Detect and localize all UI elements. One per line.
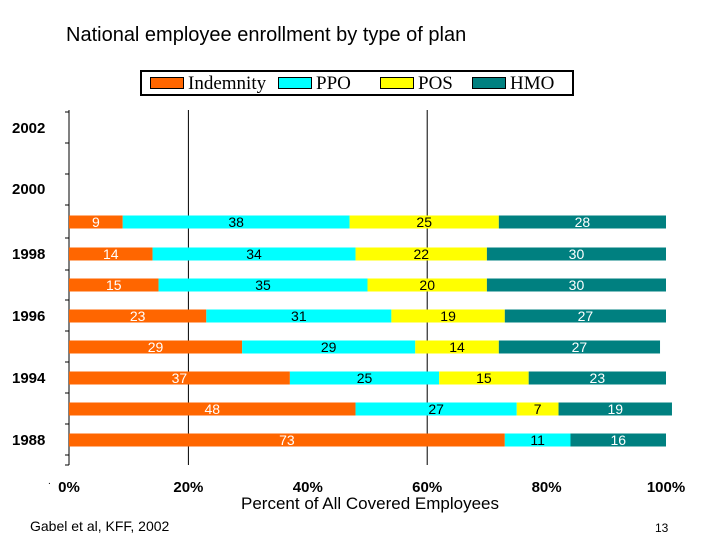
legend-label-ppo: PPO: [316, 73, 351, 94]
chart-title: National employee enrollment by type of …: [66, 24, 467, 46]
bar-hmo-1988: [570, 433, 666, 447]
data-label: 15: [476, 370, 492, 386]
data-label: 38: [228, 214, 244, 230]
data-label: 35: [255, 277, 271, 293]
bar-hmo-1993: [558, 402, 672, 416]
x-tick-label: 40%: [293, 479, 323, 496]
data-label: 27: [572, 339, 588, 355]
data-label: 23: [130, 308, 146, 324]
data-label: 30: [569, 246, 585, 262]
data-label: 9: [92, 214, 100, 230]
legend-swatch-indemnity: [150, 77, 184, 89]
bar-hmo-1999: [498, 215, 666, 229]
legend-label-pos: POS: [418, 73, 453, 94]
bar-hmo-1996: [504, 309, 666, 323]
legend-swatch-ppo: [278, 77, 312, 89]
data-label: 27: [578, 308, 594, 324]
bar-hmo-1994: [528, 371, 666, 385]
bar-indemnity-1998: [69, 247, 153, 261]
bar-pos-1995: [415, 340, 499, 354]
data-label: 34: [246, 246, 262, 262]
data-label: 14: [449, 339, 465, 355]
bar-ppo-1997: [158, 278, 368, 292]
bar-pos-1994: [439, 371, 529, 385]
data-label: 11: [530, 432, 545, 448]
data-label: 25: [416, 214, 432, 230]
bar-pos-1999: [349, 215, 499, 229]
data-label: 15: [106, 277, 122, 293]
bar-ppo-1995: [242, 340, 416, 354]
bar-pos-1998: [355, 247, 487, 261]
data-label: 27: [428, 401, 444, 417]
x-tick-label: 60%: [412, 479, 442, 496]
bar-pos-1993: [516, 402, 559, 416]
data-label: 19: [607, 401, 623, 417]
y-tick-label: 2002: [12, 120, 45, 137]
y-tick-label: 1998: [12, 246, 45, 263]
bar-hmo-1995: [498, 340, 661, 354]
data-label: 19: [440, 308, 456, 324]
data-label: 20: [419, 277, 435, 293]
bar-hmo-1998: [486, 247, 666, 261]
data-label: 14: [103, 246, 119, 262]
bar-ppo-1996: [206, 309, 392, 323]
x-tick-label: 80%: [532, 479, 562, 496]
bar-indemnity-1995: [69, 340, 243, 354]
data-label: 16: [610, 432, 626, 448]
axis-origin-mark: .: [48, 476, 51, 487]
bar-pos-1996: [391, 309, 505, 323]
bar-indemnity-1997: [69, 278, 159, 292]
data-label: 31: [291, 308, 307, 324]
data-label: 30: [569, 277, 585, 293]
data-label: 23: [590, 370, 606, 386]
bar-hmo-1997: [486, 278, 666, 292]
x-tick-label: 100%: [647, 479, 685, 496]
legend-label-indemnity: Indemnity: [188, 73, 267, 94]
bar-indemnity-1994: [69, 371, 290, 385]
source-citation: Gabel et al, KFF, 2002: [30, 518, 170, 534]
data-label: 22: [413, 246, 429, 262]
data-label: 29: [148, 339, 164, 355]
bar-ppo-1988: [504, 433, 571, 447]
bar-indemnity-1988: [69, 433, 505, 447]
chart-legend: Indemnity PPO POS HMO: [140, 70, 574, 96]
data-label: 37: [172, 370, 188, 386]
bar-ppo-1994: [289, 371, 440, 385]
bar-ppo-1998: [152, 247, 356, 261]
data-label: 7: [534, 401, 542, 417]
data-label: 29: [321, 339, 337, 355]
bar-indemnity-1996: [69, 309, 207, 323]
page-number: 13: [655, 521, 669, 535]
bar-ppo-1999: [122, 215, 350, 229]
legend-swatch-pos: [380, 77, 414, 89]
bar-indemnity-1999: [69, 215, 123, 229]
bar-pos-1997: [367, 278, 487, 292]
data-label: 28: [575, 214, 591, 230]
x-tick-label: 20%: [173, 479, 203, 496]
y-tick-label: 1996: [12, 308, 45, 325]
legend-swatch-hmo: [472, 77, 506, 89]
x-tick-label: 0%: [58, 479, 80, 496]
bar-indemnity-1993: [69, 402, 356, 416]
y-tick-label: 2000: [12, 181, 45, 198]
data-label: 48: [204, 401, 220, 417]
x-axis-label: Percent of All Covered Employees: [241, 494, 499, 513]
data-label: 25: [357, 370, 373, 386]
y-tick-label: 1994: [12, 370, 46, 387]
data-label: 73: [279, 432, 295, 448]
legend-label-hmo: HMO: [510, 73, 555, 94]
bar-ppo-1993: [355, 402, 517, 416]
y-tick-label: 1988: [12, 432, 45, 449]
